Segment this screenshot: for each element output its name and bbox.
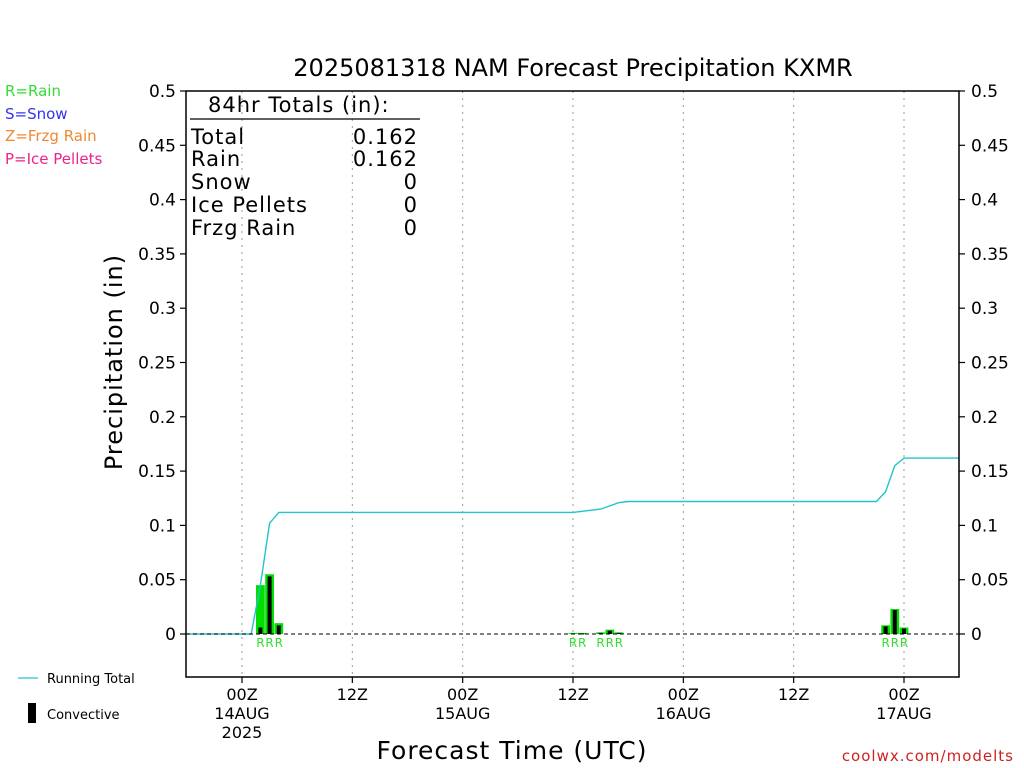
y-axis-right: 0.5 0.45 0.4 0.35 0.3 0.25 0.2 0.15 0.1 0.05 0 bbox=[959, 82, 1009, 645]
x-tick-label-0-2: 2025 bbox=[222, 723, 263, 742]
y-tick-label-left-8: 0.1 bbox=[149, 516, 176, 536]
totals-value-ice-pellets: 0 bbox=[404, 193, 418, 217]
type-label-1: R bbox=[265, 636, 273, 650]
y-axis-left: 0.5 0.45 0.4 0.35 0.3 0.25 0.2 0.15 0.1 0.05 0 bbox=[138, 82, 186, 645]
running-total-line bbox=[186, 457, 959, 635]
y-tick-label-left-0: 0.5 bbox=[149, 82, 176, 102]
y-tick-label-left-7: 0.15 bbox=[138, 462, 176, 482]
y-tick-label-left-5: 0.25 bbox=[138, 354, 176, 374]
totals-box: 84hr Totals (in): Total 0.162 Rain 0.162… bbox=[190, 93, 420, 240]
totals-label-frzg-rain: Frzg Rain bbox=[191, 216, 296, 240]
legend-frzg-rain: Z=Frzg Rain bbox=[5, 127, 97, 145]
convective-bar-5 bbox=[598, 632, 603, 634]
x-tick-label-6-1: 17AUG bbox=[876, 704, 931, 723]
y-tick-label-right-5: 0.25 bbox=[971, 354, 1009, 374]
x-tick-label-4-1: 16AUG bbox=[656, 704, 711, 723]
y-tick-label-left-9: 0.05 bbox=[138, 571, 176, 591]
x-tick-label-1-0: 12Z bbox=[337, 685, 368, 704]
totals-value-frzg-rain: 0 bbox=[404, 216, 418, 240]
chart-title: 2025081318 NAM Forecast Precipitation KX… bbox=[293, 54, 852, 82]
convective-legend-swatch bbox=[28, 703, 36, 723]
totals-header: 84hr Totals (in): bbox=[208, 93, 390, 117]
convective-bar-7 bbox=[616, 632, 621, 634]
y-tick-label-left-4: 0.3 bbox=[149, 299, 176, 319]
y-axis-label: Precipitation (in) bbox=[100, 254, 128, 470]
x-tick-label-2-0: 00Z bbox=[447, 685, 478, 704]
convective-bar-1 bbox=[267, 576, 272, 634]
convective-bar-8 bbox=[883, 626, 888, 634]
x-tick-label-5-0: 12Z bbox=[778, 685, 809, 704]
convective-bar-2 bbox=[276, 625, 281, 634]
convective-legend-label: Convective bbox=[47, 708, 120, 723]
precip-bars bbox=[256, 574, 909, 635]
legend-snow: S=Snow bbox=[5, 105, 68, 123]
x-tick-label-3-0: 12Z bbox=[557, 685, 588, 704]
type-label-8: R bbox=[881, 636, 889, 650]
x-tick-label-2-1: 15AUG bbox=[435, 704, 490, 723]
convective-bar-4 bbox=[580, 633, 585, 635]
running-total-legend-label: Running Total bbox=[47, 672, 135, 687]
convective-bar-9 bbox=[892, 610, 897, 634]
x-tick-label-0-1: 14AUG bbox=[214, 704, 269, 723]
precip-bar-0 bbox=[256, 585, 265, 634]
x-tick-label-6-0: 00Z bbox=[888, 685, 919, 704]
totals-value-snow: 0 bbox=[404, 170, 418, 194]
y-tick-label-right-8: 0.1 bbox=[971, 516, 998, 536]
credit-text: coolwx.com/modelts bbox=[842, 747, 1014, 765]
y-tick-label-left-10: 0 bbox=[165, 625, 176, 645]
x-tick-label-4-0: 00Z bbox=[668, 685, 699, 704]
totals-value-total: 0.162 bbox=[353, 125, 418, 149]
type-label-0: R bbox=[256, 636, 264, 650]
type-label-6: R bbox=[606, 636, 614, 650]
y-tick-label-right-6: 0.2 bbox=[971, 408, 998, 428]
y-tick-label-right-3: 0.35 bbox=[971, 245, 1009, 265]
legend-ice-pellets: P=Ice Pellets bbox=[5, 150, 102, 168]
y-tick-label-right-10: 0 bbox=[971, 625, 982, 645]
convective-bar-10 bbox=[902, 628, 906, 634]
type-label-9: R bbox=[891, 636, 899, 650]
convective-bar-0 bbox=[258, 627, 263, 634]
totals-label-rain: Rain bbox=[191, 147, 241, 171]
totals-label-total: Total bbox=[190, 125, 245, 149]
y-tick-label-left-6: 0.2 bbox=[149, 408, 176, 428]
y-tick-label-left-2: 0.4 bbox=[149, 191, 176, 211]
x-tick-label-0-0: 00Z bbox=[226, 685, 257, 704]
totals-value-rain: 0.162 bbox=[353, 147, 418, 171]
grid-lines bbox=[241, 91, 905, 677]
type-label-5: R bbox=[596, 636, 604, 650]
type-label-4: R bbox=[578, 636, 586, 650]
type-label-10: R bbox=[900, 636, 908, 650]
running-total-polyline bbox=[186, 457, 959, 635]
totals-label-ice-pellets: Ice Pellets bbox=[191, 193, 308, 217]
type-label-2: R bbox=[275, 636, 283, 650]
x-axis-label: Forecast Time (UTC) bbox=[377, 736, 648, 765]
y-tick-label-left-3: 0.35 bbox=[138, 245, 176, 265]
y-tick-label-right-4: 0.3 bbox=[971, 299, 998, 319]
totals-label-snow: Snow bbox=[191, 170, 252, 194]
type-label-7: R bbox=[615, 636, 623, 650]
y-tick-label-right-2: 0.4 bbox=[971, 191, 998, 211]
y-tick-label-left-1: 0.45 bbox=[138, 136, 176, 156]
legend-rain: R=Rain bbox=[5, 82, 61, 100]
y-tick-label-right-0: 0.5 bbox=[971, 82, 998, 102]
y-tick-label-right-7: 0.15 bbox=[971, 462, 1009, 482]
type-label-3: R bbox=[569, 636, 577, 650]
y-tick-label-right-9: 0.05 bbox=[971, 571, 1009, 591]
convective-bar-6 bbox=[607, 630, 612, 634]
y-tick-label-right-1: 0.45 bbox=[971, 136, 1009, 156]
